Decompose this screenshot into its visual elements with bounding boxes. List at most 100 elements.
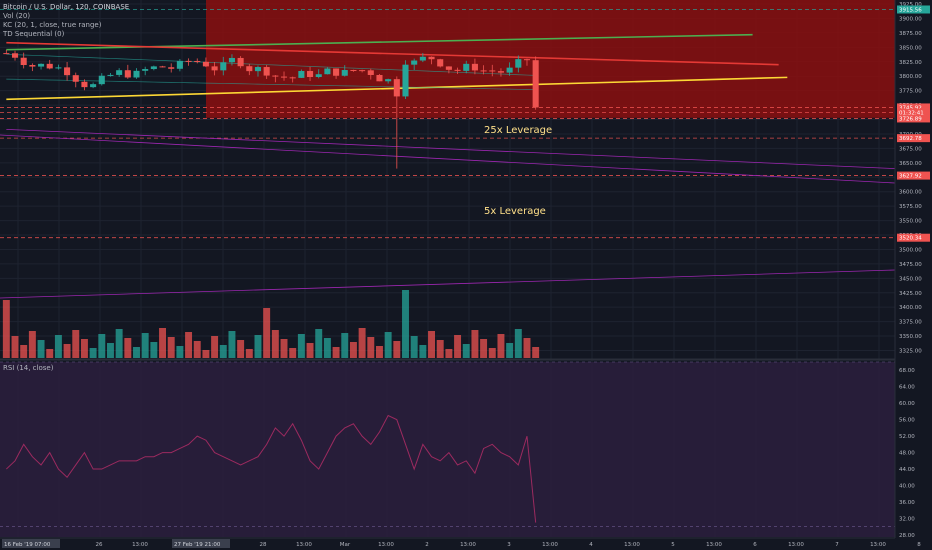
volume-bar (63, 344, 71, 358)
price-axis (895, 0, 932, 550)
time-cursor-label: 27 Feb '19 21:00 (174, 542, 221, 548)
volume-bar (419, 345, 427, 358)
candle-body (463, 63, 470, 71)
candle-body (445, 66, 452, 70)
time-tick-label: 13:00 (378, 542, 394, 548)
price-tick-label: 3800.00 (899, 74, 922, 80)
price-tick-label: 3650.00 (899, 161, 922, 167)
volume-bar (245, 349, 253, 358)
candle-body (211, 66, 218, 71)
candle-body (367, 70, 374, 75)
candle-body (228, 57, 235, 63)
time-axis (0, 538, 932, 550)
time-tick-label: 7 (835, 542, 839, 548)
volume-bar (332, 347, 340, 358)
time-tick-label: 13:00 (870, 542, 886, 548)
time-tick-label: 4 (589, 542, 593, 548)
annotation-5x-leverage: 5x Leverage (484, 206, 546, 217)
volume-bar (185, 332, 193, 358)
candle-body (280, 76, 288, 78)
volume-bar (436, 340, 444, 358)
candle-body (471, 63, 478, 71)
volume-bar (237, 340, 245, 358)
candle-body (159, 66, 166, 68)
volume-bar (54, 335, 62, 358)
volume-bar (402, 290, 409, 358)
time-tick-label: 8 (917, 542, 921, 548)
volume-bar (106, 343, 114, 358)
volume-bar (20, 345, 28, 358)
time-tick-label: 3 (507, 542, 511, 548)
candle-body (3, 53, 10, 55)
candle-body (98, 75, 105, 85)
price-level-label: 3726.89 (899, 116, 922, 122)
volume-bar (532, 347, 540, 358)
volume-bar (445, 349, 453, 358)
price-level-pill (897, 5, 930, 14)
candle-body (523, 59, 531, 61)
volume-bar (219, 345, 227, 358)
symbol-title: Bitcoin / U.S. Dollar, 120, COINBASE (3, 3, 130, 11)
trend-line-resistance (6, 41, 779, 66)
volume-bar (289, 348, 297, 358)
volume-bar (506, 343, 514, 358)
candle-body (454, 69, 461, 71)
candle-body (333, 68, 340, 76)
volume-bar (271, 330, 279, 358)
price-level-label: 01:32:41 (899, 111, 924, 117)
candle-body (289, 77, 296, 79)
volume-bar (341, 333, 349, 358)
candle-body (263, 67, 270, 76)
candle-body (428, 56, 435, 60)
candle-body (142, 69, 149, 71)
rsi-tick-label: 64.00 (899, 385, 915, 391)
price-tick-label: 3925.00 (899, 2, 922, 8)
volume-bar (263, 308, 271, 358)
legend-rsi: RSI (14, close) (3, 364, 54, 372)
candle-body (385, 79, 392, 82)
volume-bar (176, 346, 184, 358)
trend-line-upper-channel (6, 33, 753, 51)
time-tick-label: 13:00 (788, 542, 804, 548)
volume-bar (124, 338, 132, 358)
rsi-tick-label: 68.00 (899, 368, 915, 374)
time-tick-label: 13:00 (706, 542, 722, 548)
trend-line-lower-trend (6, 128, 932, 171)
time-tick-label: 5 (671, 542, 675, 548)
candle-body (194, 60, 201, 62)
time-cursor-pill (2, 539, 60, 548)
volume-bar (480, 339, 488, 358)
price-level-pill (897, 108, 930, 117)
price-tick-label: 3400.00 (899, 305, 922, 311)
candle-body (202, 61, 209, 67)
volume-bar (471, 330, 479, 358)
price-tick-label: 3575.00 (899, 204, 922, 210)
time-cursor-label: 16 Feb '19 07:00 (4, 542, 51, 548)
volume-bar (150, 342, 158, 358)
volume-bar (11, 336, 19, 358)
rsi-tick-label: 48.00 (899, 451, 915, 457)
price-tick-label: 3550.00 (899, 219, 922, 225)
price-tick-label: 3900.00 (899, 16, 922, 22)
volume-bar (280, 339, 288, 358)
candle-body (168, 67, 175, 69)
price-tick-label: 3475.00 (899, 262, 922, 268)
candle-body (90, 84, 97, 88)
time-tick-label: 13:00 (624, 542, 640, 548)
volume-bar (2, 300, 10, 358)
volume-bar (454, 335, 462, 358)
price-tick-label: 3675.00 (899, 146, 922, 152)
volume-bar (410, 336, 418, 358)
volume-bar (228, 331, 236, 358)
volume-bar (193, 341, 201, 358)
volume-bar (89, 348, 97, 358)
candle-body (341, 70, 348, 76)
price-tick-label: 3425.00 (899, 291, 922, 297)
legend-td-sequential: TD Sequential (0) (3, 30, 65, 38)
candle-body (20, 57, 27, 66)
candle-body (307, 71, 314, 78)
candle-body (11, 53, 19, 58)
rsi-tick-label: 56.00 (899, 418, 915, 424)
legend-keltner: KC (20, 1, close, true range) (3, 21, 102, 29)
